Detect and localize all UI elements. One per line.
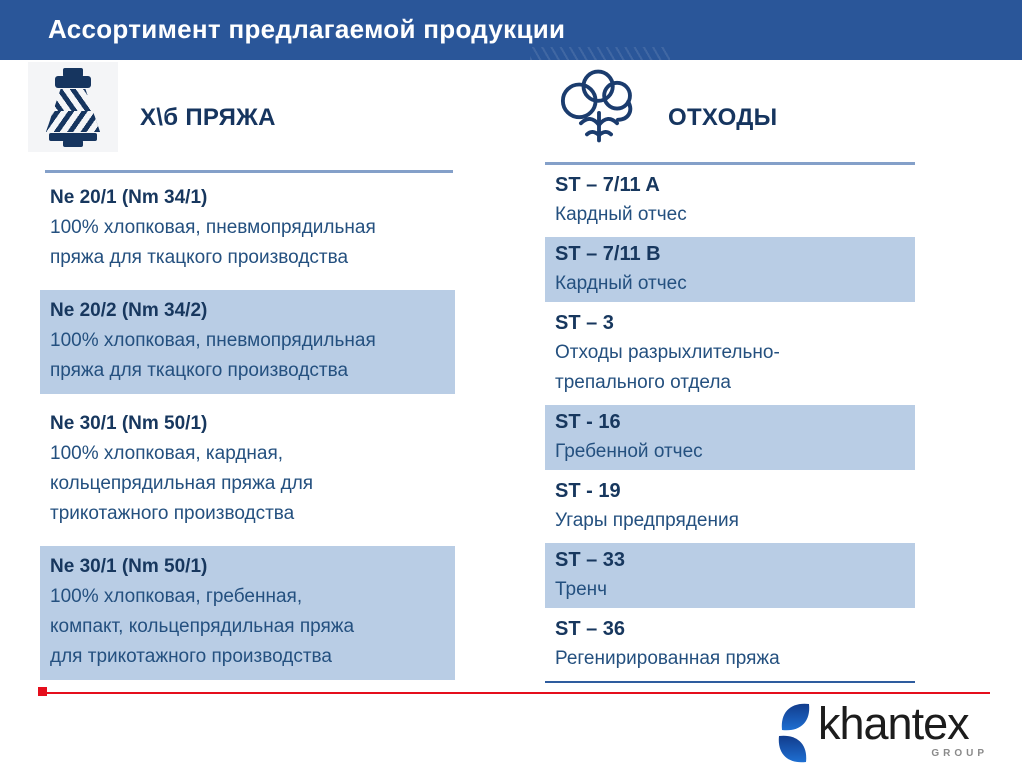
waste-item-highlighted: ST – 33 Тренч [545,543,915,608]
product-title: Ne 20/1 (Nm 34/1) [50,187,208,208]
waste-title: ST – 7/11 B [555,243,661,265]
left-section-divider [45,170,453,173]
waste-item-highlighted: ST – 7/11 B Кардный отчес [545,237,915,302]
waste-item: ST – 36 Регенирированная пряжа [545,612,915,677]
product-description: 100% хлопковая, пневмопрядильная пряжа д… [50,217,376,268]
yarn-icon-tile [28,62,118,152]
product-item-highlighted: Ne 20/2 (Nm 34/2) 100% хлопковая, пневмо… [40,290,455,394]
slide-header: Ассортимент предлагаемой продукции [0,0,1022,60]
waste-title: ST - 19 [555,480,621,502]
waste-description: Гребенной отчес [555,441,703,462]
logo-wordmark: khantex [818,698,970,749]
product-description: 100% хлопковая, кардная, кольцепрядильна… [50,443,314,524]
khantex-logo-icon [778,703,810,763]
waste-description: Регенирированная пряжа [555,648,780,669]
waste-item: ST - 19 Угары предпрядения [545,474,915,539]
product-item-highlighted: Ne 30/1 (Nm 50/1) 100% хлопковая, гребен… [40,546,455,680]
right-column-bottom-divider [545,681,915,683]
waste-title: ST – 36 [555,618,626,640]
waste-item: ST – 7/11 A Кардный отчес [545,168,915,233]
yarn-product-list: Ne 20/1 (Nm 34/1) 100% хлопковая, пневмо… [40,177,455,689]
footer-red-square [38,687,47,696]
left-section-title: Х\б ПРЯЖА [140,104,276,131]
cotton-boll-icon [560,69,633,143]
waste-item: ST – 3 Отходы разрыхлительно- трепальног… [545,306,915,401]
product-title: Ne 20/2 (Nm 34/2) [50,300,208,321]
waste-description: Кардный отчес [555,204,687,225]
waste-item-highlighted: ST - 16 Гребенной отчес [545,405,915,470]
company-logo: khantex GROUP [776,698,990,764]
logo-group-label: GROUP [931,748,988,759]
product-title: Ne 30/1 (Nm 50/1) [50,413,208,434]
waste-description: Кардный отчес [555,273,687,294]
product-description: 100% хлопковая, гребенная, компакт, коль… [50,586,355,667]
waste-description: Угары предпрядения [555,510,739,531]
product-item: Ne 30/1 (Nm 50/1) 100% хлопковая, кардна… [40,403,455,537]
waste-description: Отходы разрыхлительно- трепального отдел… [555,342,780,393]
waste-title: ST – 7/11 A [555,174,660,196]
waste-title: ST – 3 [555,312,614,334]
right-section-title: ОТХОДЫ [668,104,778,131]
waste-title: ST - 16 [555,411,621,433]
product-description: 100% хлопковая, пневмопрядильная пряжа д… [50,330,376,381]
waste-description: Тренч [555,579,608,600]
waste-product-list: ST – 7/11 A Кардный отчес ST – 7/11 B Ка… [545,168,915,681]
yarn-cone-icon [46,68,100,147]
product-title: Ne 30/1 (Nm 50/1) [50,556,208,577]
footer-red-divider [40,692,990,694]
right-section-divider [545,162,915,165]
product-item: Ne 20/1 (Nm 34/1) 100% хлопковая, пневмо… [40,177,455,281]
slide-title: Ассортимент предлагаемой продукции [48,14,566,44]
waste-title: ST – 33 [555,549,626,571]
